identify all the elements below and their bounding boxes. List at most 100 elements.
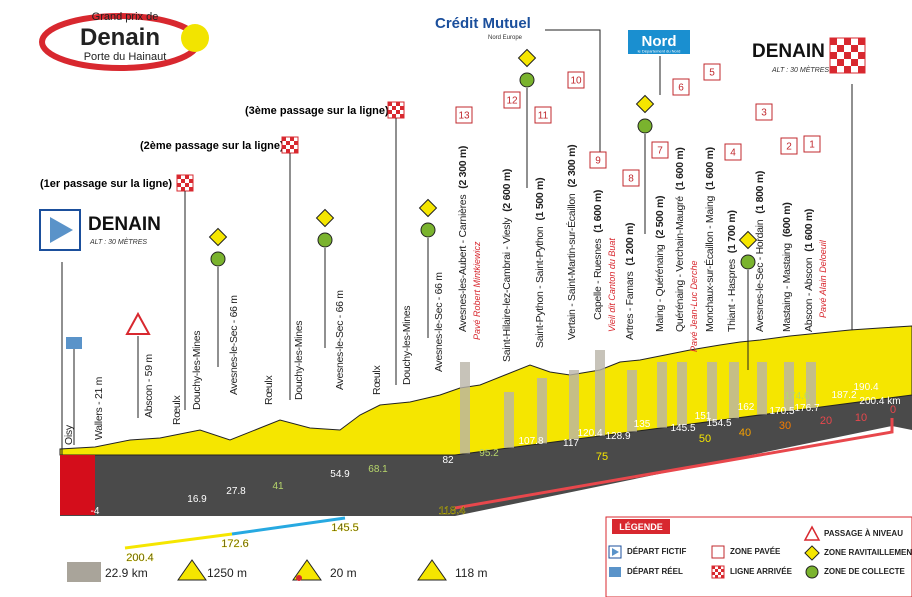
- flag-cell: [185, 179, 189, 183]
- flag-cell: [177, 175, 181, 179]
- flag-cell: [282, 137, 286, 141]
- flag-cell: [189, 175, 193, 179]
- legend-icon: [804, 545, 820, 561]
- cobble-zone: [729, 362, 739, 419]
- flag-cell: [388, 106, 392, 110]
- collect-zone-icon: [740, 254, 756, 270]
- legend-icon: [609, 567, 621, 577]
- sector-length: (1 700 m): [726, 210, 738, 253]
- flag-cell: [286, 149, 290, 153]
- sector-length: (1 600 m): [803, 209, 815, 252]
- collect-zone-icon: [317, 232, 333, 248]
- sponsor-bank: Crédit Mutuel: [435, 15, 531, 32]
- km-to-go: 0: [890, 404, 896, 416]
- neutral-zone: [60, 455, 95, 515]
- flag-cell: [400, 102, 404, 106]
- km-bar-label: 172.6: [221, 538, 249, 550]
- sector-box: [455, 106, 473, 124]
- flag-cell: [388, 102, 392, 106]
- km-mark: 41: [272, 481, 284, 492]
- passage-label: (3ème passage sur la ligne): [245, 105, 389, 117]
- km-mark: 117: [563, 438, 579, 449]
- sector-number: 11: [538, 111, 549, 122]
- flag-cell: [837, 52, 844, 59]
- sponsor-sub: le Département du Nord: [638, 49, 681, 54]
- flag-cell: [400, 114, 404, 118]
- sector-name: Saint-Python - Saint-Python: [534, 226, 546, 348]
- finish-flag: [176, 174, 194, 192]
- km-mark: 27.8: [226, 486, 246, 497]
- flag-cell: [294, 149, 298, 153]
- finish-town: DENAIN: [752, 41, 825, 62]
- flag-cell: [286, 145, 290, 149]
- collect-zone-icon: [420, 222, 436, 238]
- legend-icon: [711, 545, 725, 559]
- km-bar: [231, 516, 346, 536]
- km-mark: 16.9: [187, 494, 207, 505]
- flag-cell: [844, 38, 851, 45]
- sector-number: 7: [657, 146, 663, 157]
- km-to-go: 30: [779, 420, 791, 432]
- town-label: Oisy: [63, 424, 75, 445]
- km-bar: [124, 532, 233, 550]
- collect-zone-icon: [210, 251, 226, 267]
- sector-number: 4: [730, 148, 736, 159]
- sector-name: Maing - Quérénaing: [654, 244, 666, 332]
- legend-label: ZONE DE COLLECTE: [824, 567, 906, 576]
- legend-label: PASSAGE À NIVEAU: [824, 529, 903, 538]
- flag-cell: [282, 145, 286, 149]
- sector-length: (1 500 m): [534, 178, 546, 221]
- sector-length: (600 m): [781, 202, 793, 237]
- sector-name: Capelle - Ruesnes: [592, 239, 604, 320]
- sector-number: 9: [595, 156, 601, 167]
- flag-cell: [392, 106, 396, 110]
- flag-cell: [715, 566, 718, 569]
- flag-cell: [858, 59, 865, 66]
- sector-box: [567, 71, 585, 89]
- sector-length: (2 500 m): [654, 196, 666, 239]
- cobble-zone: [595, 350, 605, 436]
- sector-box: [622, 169, 640, 187]
- sector-name: Monchaux-sur-Écaillon - Maing: [703, 196, 716, 332]
- flag-cell: [830, 52, 837, 59]
- sector-number: 1: [809, 140, 815, 151]
- flag-cell: [181, 187, 185, 191]
- flag-cell: [830, 45, 837, 52]
- sector-dedication: Pavé Robert Mintkiewicz: [472, 241, 482, 340]
- cobble-zone: [504, 392, 514, 448]
- flag-cell: [844, 66, 851, 73]
- flag-cell: [185, 183, 189, 187]
- flag-cell: [189, 179, 193, 183]
- flag-cell: [189, 183, 193, 187]
- km-bar-label: 118.4: [439, 505, 466, 517]
- km-mark: 170.5: [769, 406, 794, 417]
- feed-zone-icon: [635, 94, 655, 114]
- flag-cell: [181, 183, 185, 187]
- km-mark: 154.5: [706, 418, 731, 429]
- flag-cell: [282, 141, 286, 145]
- km-to-go: 40: [739, 427, 751, 439]
- sector-name: Quérénaing - Verchain-Maugré: [674, 196, 686, 332]
- sector-label: Saint-Hilaire-lez-Cambrai - Viesly (2 600…: [501, 169, 513, 362]
- sector-box: [651, 141, 669, 159]
- flag-cell: [286, 141, 290, 145]
- flag-cell: [282, 149, 286, 153]
- legend-label: DÉPART RÉEL: [627, 567, 683, 576]
- flag-cell: [712, 566, 715, 569]
- flag-cell: [388, 114, 392, 118]
- sector-label: Mastaing - Mastaing (600 m): [781, 202, 793, 332]
- flag-cell: [294, 141, 298, 145]
- sector-box: [724, 143, 742, 161]
- finish-flag: [829, 37, 866, 74]
- town-label: Douchy-les-Mines: [401, 306, 413, 385]
- flag-cell: [837, 66, 844, 73]
- sector-name: Abscon - Abscon: [803, 257, 815, 332]
- flag-cell: [837, 38, 844, 45]
- flag-cell: [177, 187, 181, 191]
- sector-length: (1 600 m): [592, 190, 604, 233]
- start-arrow: [50, 217, 73, 243]
- legend-icon: [805, 565, 819, 579]
- sector-box: [589, 151, 607, 169]
- cobble-zone: [537, 378, 547, 444]
- feed-zone-icon: [738, 230, 758, 250]
